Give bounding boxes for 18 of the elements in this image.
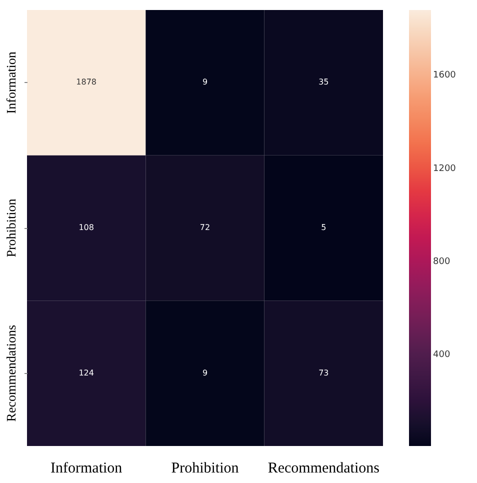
color-bar-label: 1600 bbox=[433, 70, 456, 81]
x-tick-label: Information bbox=[50, 460, 123, 476]
y-tick-label: Information bbox=[4, 51, 18, 114]
data-label: 5 bbox=[321, 223, 326, 232]
data-label: 124 bbox=[78, 368, 94, 378]
color-bar-label: 400 bbox=[433, 350, 450, 360]
data-label: 9 bbox=[202, 78, 208, 87]
color-bar-label: 1200 bbox=[433, 164, 456, 174]
x-tick-label: Recommendations bbox=[268, 460, 380, 476]
data-label: 108 bbox=[78, 223, 94, 232]
data-label: 73 bbox=[318, 368, 329, 378]
data-label: 1878 bbox=[76, 78, 97, 87]
data-label: 9 bbox=[202, 368, 208, 378]
x-tick-label: Prohibition bbox=[171, 460, 240, 476]
y-tick-label: Prohibition bbox=[4, 198, 18, 258]
data-label: 72 bbox=[200, 223, 210, 232]
color-bar-label: 800 bbox=[433, 256, 450, 267]
data-label: 35 bbox=[318, 78, 329, 87]
